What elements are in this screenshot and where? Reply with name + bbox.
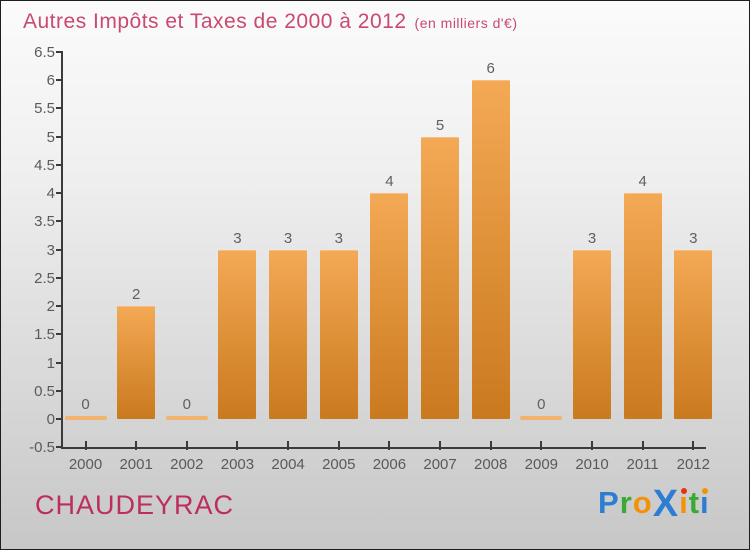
bar bbox=[573, 249, 611, 419]
bar-value-label: 3 bbox=[587, 229, 597, 247]
x-tick bbox=[84, 441, 87, 450]
x-tick-label: 2007 bbox=[423, 456, 457, 473]
bar bbox=[623, 193, 662, 419]
logo-letter: r bbox=[619, 485, 633, 520]
zero-bar bbox=[165, 416, 208, 420]
y-tick-label: -0.5 bbox=[29, 439, 55, 457]
y-tick-label: 5 bbox=[46, 128, 55, 146]
y-tick bbox=[56, 163, 63, 166]
bar-value-label: 4 bbox=[638, 173, 647, 190]
x-tick bbox=[135, 441, 138, 450]
bar bbox=[471, 80, 510, 419]
y-tick bbox=[56, 79, 63, 81]
logo-letter: t bbox=[688, 485, 701, 520]
x-tick bbox=[337, 441, 340, 450]
x-tick-label: 2010 bbox=[575, 456, 609, 473]
bar bbox=[674, 249, 713, 419]
x-tick-label: 2012 bbox=[676, 456, 710, 473]
x-tick-label: 2005 bbox=[322, 456, 356, 473]
bar-value-label: 0 bbox=[81, 396, 90, 413]
y-tick-label: 2 bbox=[46, 298, 55, 315]
bar bbox=[269, 249, 308, 419]
bar-value-label: 3 bbox=[233, 229, 242, 247]
y-tick bbox=[56, 50, 63, 53]
logo-letter: X bbox=[652, 483, 680, 525]
x-tick bbox=[236, 441, 239, 450]
logo-i-dot bbox=[702, 488, 709, 494]
y-tick bbox=[56, 220, 63, 223]
x-tick bbox=[591, 441, 593, 450]
x-tick-label: 2009 bbox=[524, 456, 559, 473]
bar-value-label: 2 bbox=[131, 286, 141, 303]
x-tick-label: 2006 bbox=[372, 456, 407, 473]
y-tick bbox=[56, 107, 63, 110]
y-tick bbox=[56, 333, 63, 336]
y-tick-label: 6.5 bbox=[34, 43, 55, 61]
logo-i-dot bbox=[681, 488, 688, 494]
bar-value-label: 5 bbox=[435, 116, 445, 134]
y-tick bbox=[56, 446, 63, 449]
y-tick bbox=[56, 418, 63, 420]
y-tick bbox=[56, 305, 63, 307]
proxiti-logo: ProXı tı bbox=[598, 483, 710, 525]
x-tick-label: 2003 bbox=[220, 456, 255, 473]
y-tick-label: 0.5 bbox=[34, 382, 55, 400]
zero-bar bbox=[64, 416, 107, 420]
bar-value-label: 3 bbox=[334, 229, 343, 247]
y-tick bbox=[56, 248, 63, 251]
x-tick-label: 2002 bbox=[170, 456, 204, 473]
chart-unit-note: (en milliers d'€) bbox=[414, 15, 518, 31]
y-tick-label: 5.5 bbox=[34, 100, 55, 118]
y-tick-label: 2.5 bbox=[34, 269, 55, 287]
y-tick-label: 4 bbox=[46, 185, 55, 202]
bar-value-label: 0 bbox=[182, 396, 191, 413]
x-tick-label: 2001 bbox=[119, 456, 153, 473]
commune-name: CHAUDEYRAC bbox=[35, 490, 235, 520]
y-tick-label: 1.5 bbox=[34, 326, 55, 344]
x-tick bbox=[641, 441, 644, 450]
x-axis bbox=[61, 447, 706, 449]
y-tick bbox=[56, 361, 63, 364]
bar-value-label: 3 bbox=[689, 229, 698, 247]
logo-letter: P bbox=[598, 485, 620, 520]
y-tick bbox=[56, 135, 63, 138]
bar bbox=[370, 193, 409, 419]
bar-value-label: 4 bbox=[385, 173, 394, 190]
y-tick-label: 1 bbox=[46, 354, 55, 372]
bar bbox=[117, 306, 156, 419]
x-tick bbox=[388, 441, 391, 450]
y-tick-label: 4.5 bbox=[34, 156, 55, 174]
x-tick bbox=[489, 441, 492, 450]
y-tick bbox=[56, 192, 63, 194]
x-tick bbox=[540, 441, 543, 450]
x-tick-label: 2000 bbox=[68, 456, 103, 473]
logo-letter: ı bbox=[679, 485, 689, 520]
y-tick bbox=[56, 389, 63, 392]
x-tick-label: 2008 bbox=[474, 456, 508, 473]
x-tick-label: 2004 bbox=[271, 456, 305, 473]
zero-bar bbox=[520, 416, 563, 420]
x-tick bbox=[439, 441, 442, 450]
x-tick bbox=[692, 441, 695, 450]
x-tick bbox=[287, 441, 290, 450]
x-tick-label: 2011 bbox=[626, 456, 659, 473]
y-tick-label: 3 bbox=[46, 241, 55, 259]
y-tick bbox=[56, 276, 63, 279]
y-tick-label: 0 bbox=[46, 411, 55, 428]
bar bbox=[319, 249, 358, 419]
chart-title: Autres Impôts et Taxes de 2000 à 2012 (en… bbox=[23, 10, 518, 34]
bar-value-label: 3 bbox=[283, 229, 293, 247]
chart-title-text: Autres Impôts et Taxes de 2000 à 2012 bbox=[23, 10, 407, 33]
bar-value-label: 0 bbox=[537, 396, 546, 413]
logo-letter: o bbox=[632, 485, 653, 520]
bar bbox=[421, 136, 460, 419]
logo-letter: ı bbox=[700, 485, 710, 520]
x-tick bbox=[185, 441, 188, 450]
y-tick-label: 6 bbox=[46, 72, 55, 89]
y-tick-label: 3.5 bbox=[34, 213, 55, 231]
bar bbox=[218, 249, 257, 419]
bar-value-label: 6 bbox=[486, 60, 495, 77]
